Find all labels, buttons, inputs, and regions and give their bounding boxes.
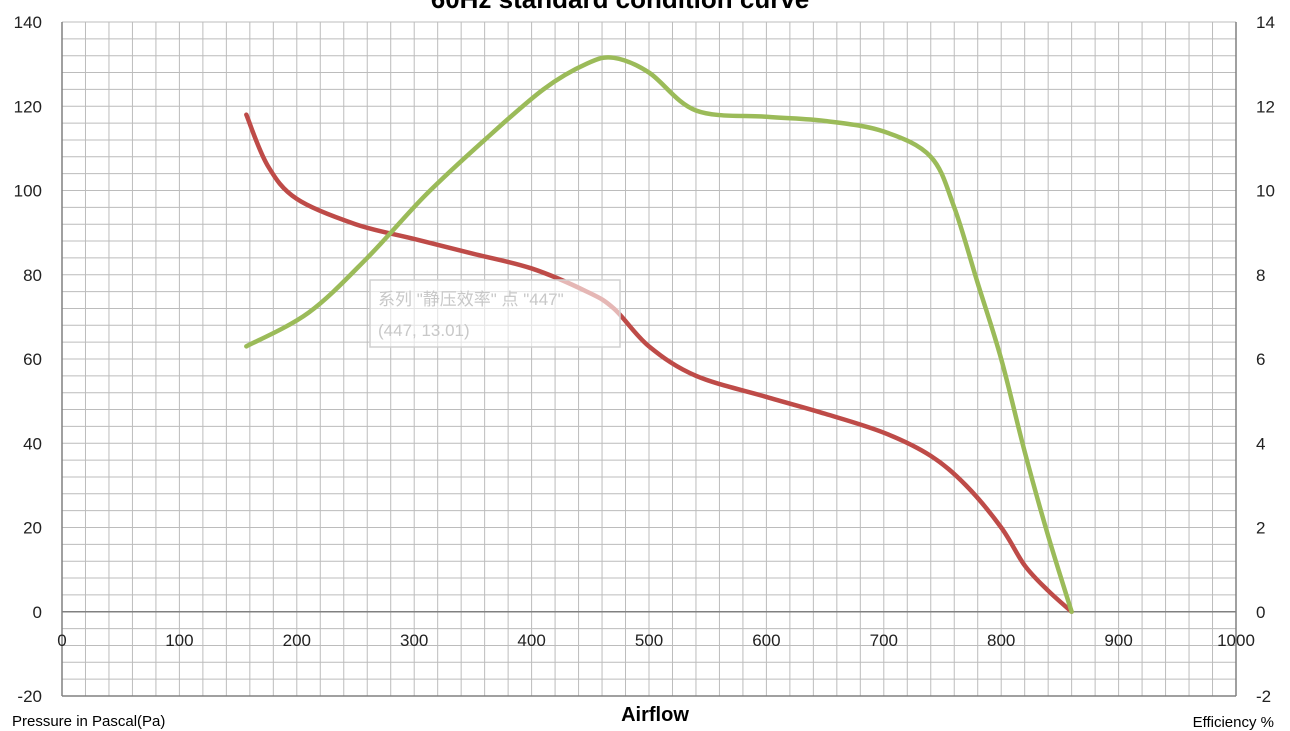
right-y-tick-label: 6 bbox=[1256, 350, 1265, 369]
left-y-tick-label: 60 bbox=[23, 350, 42, 369]
x-tick-label: 600 bbox=[752, 631, 780, 650]
right-y-tick-label: 8 bbox=[1256, 266, 1265, 285]
tooltip: 系列 "静压效率" 点 "447" (447, 13.01) bbox=[369, 279, 621, 348]
left-y-tick-label: 20 bbox=[23, 519, 42, 538]
x-tick-label: 0 bbox=[57, 631, 66, 650]
series bbox=[244, 55, 1074, 614]
x-tick-label: 200 bbox=[283, 631, 311, 650]
left-y-tick-label: 40 bbox=[23, 434, 42, 453]
x-tick-label: 1000 bbox=[1217, 631, 1255, 650]
left-y-tick-label: 120 bbox=[14, 97, 42, 116]
tooltip-line2: (447, 13.01) bbox=[378, 321, 470, 340]
right-y-tick-label: 12 bbox=[1256, 97, 1275, 116]
left-y-tick-label: 100 bbox=[14, 182, 42, 201]
x-tick-label: 400 bbox=[517, 631, 545, 650]
left-y-tick-label: -20 bbox=[17, 687, 42, 706]
tooltip-box bbox=[369, 279, 621, 348]
left-y-tick-labels: -20 0 20 40 60 80 100 120 140 bbox=[14, 13, 42, 706]
right-y-tick-label: 0 bbox=[1256, 603, 1265, 622]
x-axis-label: Airflow bbox=[621, 704, 689, 726]
chart-title: 60Hz standard condition curve bbox=[431, 0, 810, 14]
right-y-tick-label: 10 bbox=[1256, 182, 1275, 201]
left-y-tick-label: 0 bbox=[33, 603, 42, 622]
left-y-tick-label: 80 bbox=[23, 266, 42, 285]
right-y-tick-label: 2 bbox=[1256, 519, 1265, 538]
left-y-tick-label: 140 bbox=[14, 13, 42, 32]
axes bbox=[61, 22, 1237, 697]
x-tick-label: 100 bbox=[165, 631, 193, 650]
left-y-axis-label: Pressure in Pascal(Pa) bbox=[12, 713, 165, 730]
x-tick-label: 700 bbox=[870, 631, 898, 650]
grid bbox=[61, 21, 1237, 697]
x-tick-label: 800 bbox=[987, 631, 1015, 650]
right-y-tick-labels: -2 0 2 4 6 8 10 12 14 bbox=[1256, 13, 1275, 706]
tooltip-line1: 系列 "静压效率" 点 "447" bbox=[378, 290, 564, 309]
x-tick-labels: 0 100 200 300 400 500 600 700 800 900 1000 bbox=[57, 631, 1255, 650]
series-line-red bbox=[244, 112, 1074, 614]
x-tick-label: 500 bbox=[635, 631, 663, 650]
x-tick-label: 900 bbox=[1104, 631, 1132, 650]
right-y-axis-label: Efficiency % bbox=[1193, 714, 1274, 731]
right-y-tick-label: 14 bbox=[1256, 13, 1275, 32]
right-y-tick-label: 4 bbox=[1256, 434, 1265, 453]
x-tick-label: 300 bbox=[400, 631, 428, 650]
right-y-tick-label: -2 bbox=[1256, 687, 1271, 706]
series-line-green bbox=[244, 55, 1074, 614]
